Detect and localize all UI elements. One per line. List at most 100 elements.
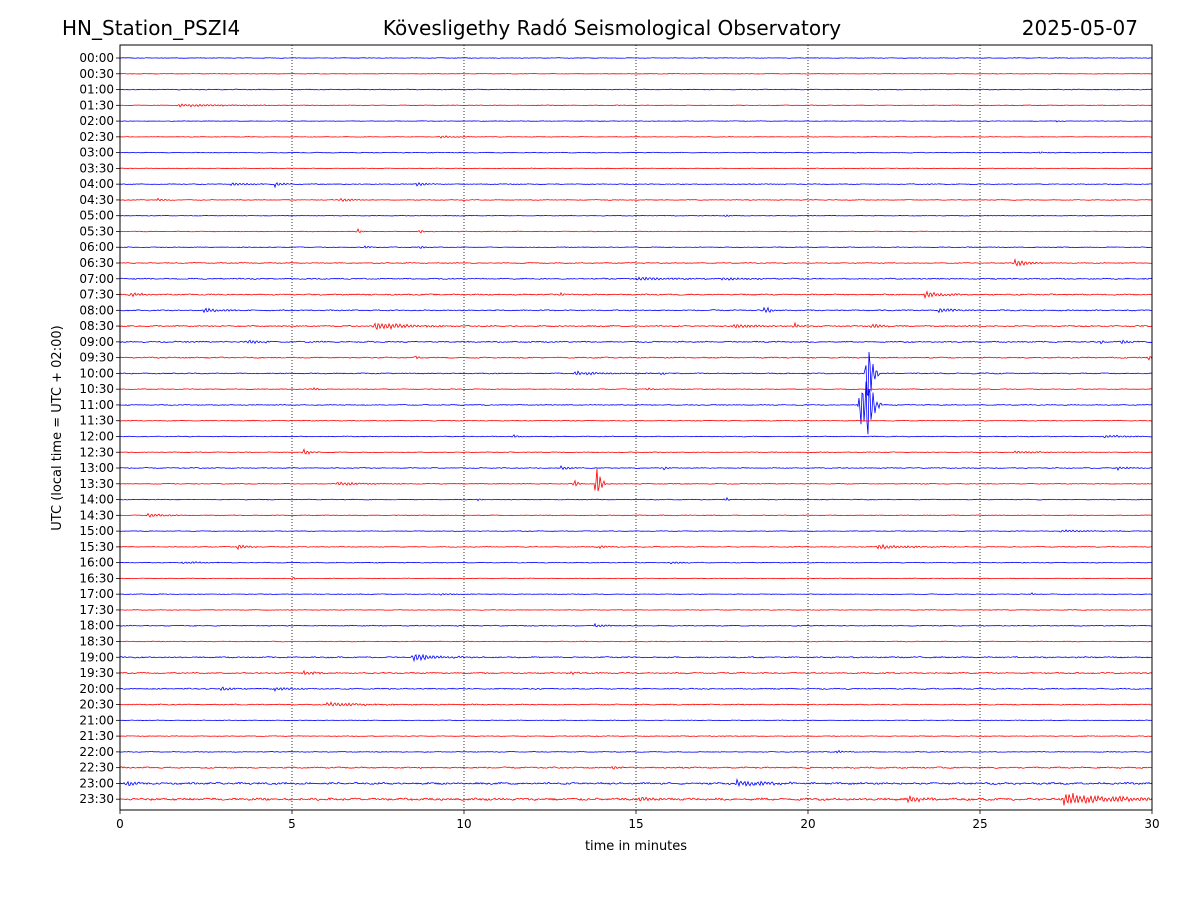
trace-1930	[119, 669, 1153, 676]
trace-0230	[119, 135, 1153, 139]
y-tick-label: 11:00	[79, 398, 114, 412]
y-tick-label: 07:30	[79, 288, 114, 302]
y-tick-label: 22:00	[79, 745, 114, 759]
trace-1030	[119, 387, 1153, 391]
trace-2300	[119, 778, 1153, 788]
y-tick-label: 03:00	[79, 146, 114, 160]
y-tick-label: 02:00	[79, 114, 114, 128]
trace-1000	[119, 351, 1153, 397]
y-tick-label: 19:30	[79, 666, 114, 680]
trace-0730	[119, 290, 1153, 300]
trace-1800	[119, 622, 1153, 628]
y-tick-label: 05:00	[79, 209, 114, 223]
y-tick-label: 03:30	[79, 161, 114, 175]
trace-1700	[119, 592, 1153, 596]
y-tick-label: 06:30	[79, 256, 114, 270]
trace-0600	[119, 245, 1153, 249]
y-axis-label: UTC (local time = UTC + 02:00)	[50, 325, 65, 530]
y-tick-label: 13:30	[79, 477, 114, 491]
trace-0630	[119, 258, 1153, 267]
trace-2000	[119, 686, 1153, 692]
y-tick-label: 05:30	[79, 224, 114, 238]
x-tick-label: 20	[800, 817, 815, 831]
y-tick-label: 01:00	[79, 83, 114, 97]
trace-2200	[119, 749, 1153, 754]
trace-2130	[119, 735, 1153, 737]
y-tick-label: 01:30	[79, 98, 114, 112]
trace-0130	[119, 103, 1153, 108]
trace-2230	[119, 766, 1153, 770]
y-tick-label: 07:00	[79, 272, 114, 286]
x-tick-label: 15	[628, 817, 643, 831]
y-tick-label: 09:30	[79, 351, 114, 365]
y-tick-label: 06:00	[79, 240, 114, 254]
trace-1130	[119, 419, 1153, 422]
trace-0330	[119, 167, 1153, 170]
y-tick-label: 17:30	[79, 603, 114, 617]
y-tick-label: 18:30	[79, 634, 114, 648]
y-tick-label: 15:00	[79, 524, 114, 538]
trace-0900	[119, 339, 1153, 345]
trace-1100	[119, 381, 1153, 435]
trace-1400	[119, 497, 1153, 502]
trace-2100	[119, 719, 1153, 722]
y-tick-label: 16:00	[79, 556, 114, 570]
y-tick-label: 16:30	[79, 571, 114, 585]
trace-0030	[119, 73, 1153, 75]
trace-1530	[119, 543, 1153, 551]
trace-1230	[119, 448, 1153, 455]
y-tick-label: 18:00	[79, 619, 114, 633]
x-tick-label: 5	[288, 817, 296, 831]
x-tick-label: 0	[116, 817, 124, 831]
trace-2030	[119, 701, 1153, 707]
trace-1500	[119, 529, 1153, 533]
y-tick-label: 21:30	[79, 729, 114, 743]
trace-0800	[119, 306, 1153, 314]
y-tick-label: 00:00	[79, 51, 114, 65]
trace-1200	[119, 434, 1153, 439]
station-title: HN_Station_PSZI4	[62, 16, 240, 40]
x-axis-label: time in minutes	[585, 839, 687, 854]
y-tick-label: 17:00	[79, 587, 114, 601]
trace-1830	[119, 640, 1153, 643]
y-tick-label: 11:30	[79, 414, 114, 428]
x-tick-label: 25	[972, 817, 987, 831]
x-tick-label: 30	[1144, 817, 1159, 831]
trace-0400	[119, 181, 1153, 189]
trace-2330	[119, 793, 1153, 806]
y-tick-label: 14:00	[79, 493, 114, 507]
y-tick-label: 15:30	[79, 540, 114, 554]
x-axis-ticks: 0 5 10 15 20 25 30	[116, 810, 1160, 831]
trace-0530	[119, 227, 1153, 234]
y-tick-label: 02:30	[79, 130, 114, 144]
trace-0500	[119, 214, 1153, 217]
trace-0100	[119, 88, 1153, 91]
trace-1600	[119, 561, 1153, 565]
trace-0000	[119, 57, 1153, 59]
trace-0830	[119, 321, 1153, 331]
y-tick-label: 12:00	[79, 429, 114, 443]
trace-0300	[119, 151, 1153, 154]
date-title: 2025-05-07	[1022, 16, 1138, 40]
x-tick-label: 10	[456, 817, 471, 831]
trace-1300	[119, 465, 1153, 472]
y-tick-label: 10:30	[79, 382, 114, 396]
y-tick-label: 22:30	[79, 761, 114, 775]
y-tick-label: 08:30	[79, 319, 114, 333]
y-tick-label: 23:00	[79, 776, 114, 790]
y-tick-label: 20:00	[79, 682, 114, 696]
y-tick-label: 19:00	[79, 650, 114, 664]
trace-0930	[119, 355, 1153, 361]
y-tick-label: 10:00	[79, 366, 114, 380]
trace-1430	[119, 512, 1153, 518]
y-tick-label: 04:00	[79, 177, 114, 191]
y-tick-label: 14:30	[79, 508, 114, 522]
trace-1330	[119, 468, 1153, 492]
y-tick-label: 20:30	[79, 698, 114, 712]
y-tick-label: 09:00	[79, 335, 114, 349]
y-tick-label: 23:30	[79, 792, 114, 806]
trace-0430	[119, 197, 1153, 202]
